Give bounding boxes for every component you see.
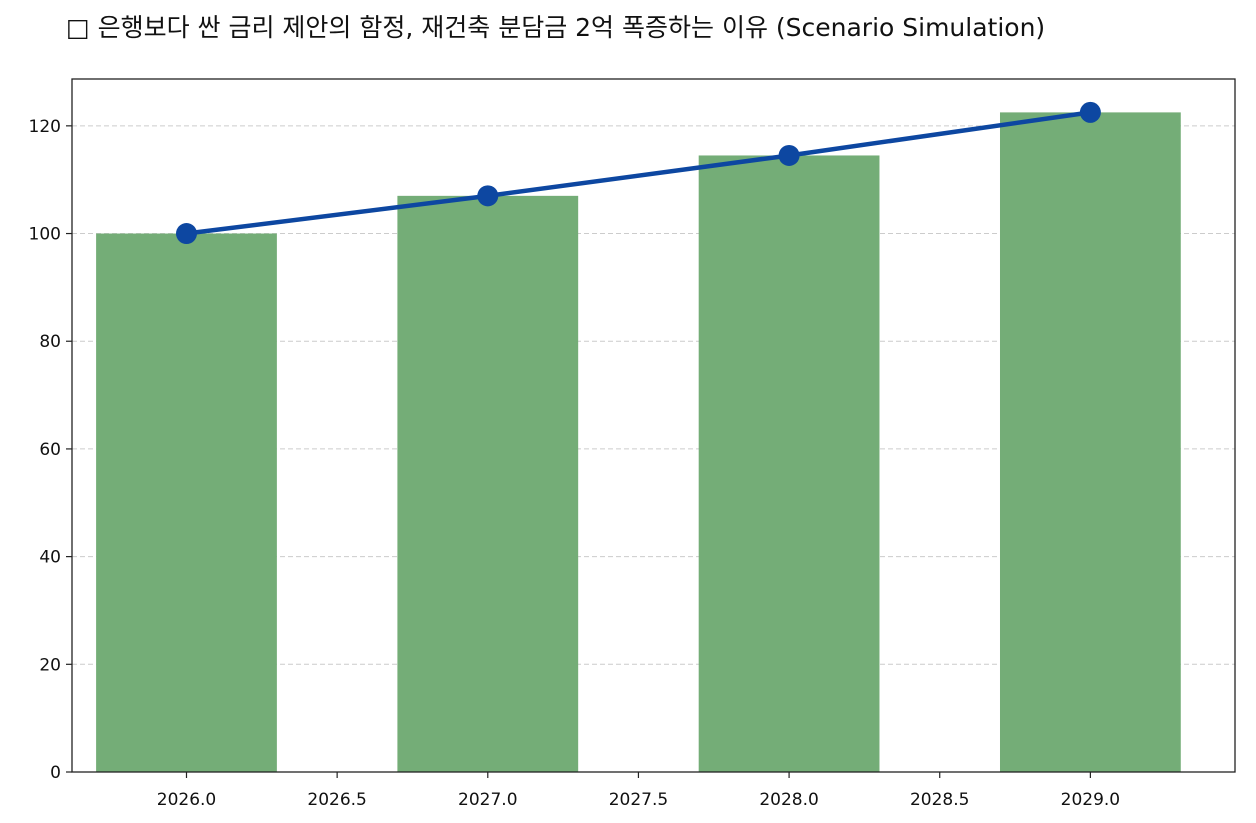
line-series [175, 101, 1101, 245]
bar-2026 [96, 233, 277, 773]
y-tick-label: 120 [29, 117, 61, 137]
x-tick-label: 2028.0 [759, 790, 818, 810]
line-point-2028 [778, 144, 800, 166]
line-point-2029 [1079, 101, 1101, 123]
line-point-2027 [477, 185, 499, 207]
bar-2027 [397, 195, 579, 772]
y-tick-label: 100 [29, 225, 61, 245]
y-tick-label: 20 [39, 655, 61, 675]
x-axis-ticks: 2026.0 2026.5 2027.0 2027.5 2028.0 2028.5 2029… [157, 772, 1120, 810]
x-tick-label: 2026.0 [157, 790, 216, 810]
y-axis-ticks: 0 20 40 60 80 100 120 [29, 117, 72, 783]
x-tick-label: 2027.5 [609, 790, 668, 810]
x-tick-label: 2029.0 [1061, 790, 1120, 810]
line-point-2026 [175, 223, 197, 245]
y-tick-label: 0 [50, 763, 61, 783]
bar-2028 [698, 155, 880, 772]
x-tick-label: 2028.5 [910, 790, 969, 810]
x-tick-label: 2027.0 [458, 790, 517, 810]
x-tick-label: 2026.5 [307, 790, 366, 810]
bar-series [96, 112, 1181, 773]
y-tick-label: 80 [39, 332, 61, 352]
plot-frame [71, 78, 1236, 773]
trend-line [186, 110, 1091, 236]
chart-title: □ 은행보다 싼 금리 제안의 함정, 재건축 분담금 2억 폭증하는 이유 (… [66, 13, 1046, 42]
y-tick-label: 40 [39, 548, 61, 568]
bar-2029 [999, 112, 1181, 772]
y-tick-label: 60 [39, 440, 61, 460]
